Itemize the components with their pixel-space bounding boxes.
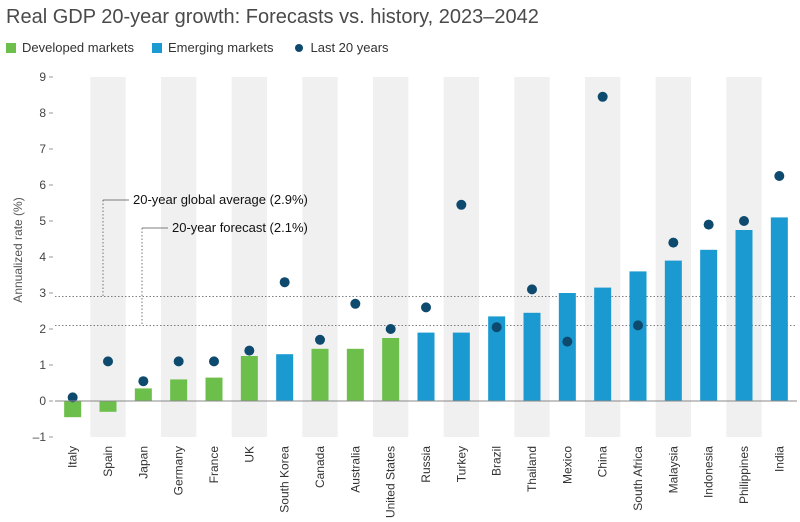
x-tick-label: UK — [242, 446, 256, 463]
dot-australia — [350, 298, 361, 309]
y-tick-label: 8 — [39, 106, 46, 120]
x-tick-label: Italy — [66, 446, 80, 468]
y-axis: –1 0 1 2 3 4 5 6 7 8 9 — [33, 70, 797, 444]
y-tick-label: 6 — [39, 178, 46, 192]
dot-germany — [173, 356, 184, 367]
bar-turkey — [452, 332, 470, 401]
y-tick-label: 9 — [39, 70, 46, 84]
y-tick-label: 7 — [39, 142, 46, 156]
legend-swatch-emerging — [152, 42, 162, 53]
y-axis-label: Annualized rate (%) — [11, 197, 25, 302]
x-tick-label: Indonesia — [702, 446, 716, 498]
dot-south-africa — [633, 320, 643, 331]
reference-lines: 20-year global average (2.9%) 20-year for… — [55, 192, 797, 326]
forecast-bars — [64, 217, 788, 418]
legend-label-history: Last 20 years — [310, 40, 389, 55]
bar-spain — [99, 401, 117, 412]
dot-mexico — [562, 336, 573, 347]
dot-south-korea — [279, 277, 290, 288]
x-tick-label: Malaysia — [666, 446, 680, 494]
bar-south-korea — [276, 354, 294, 401]
legend-item-emerging: Emerging markets — [152, 40, 273, 55]
x-tick-label: Germany — [172, 446, 186, 495]
callout-label-global-average: 20-year global average (2.9%) — [133, 192, 308, 207]
bar-japan — [134, 388, 152, 401]
category-band — [90, 77, 126, 437]
x-axis: Italy Spain Japan Germany France UK South Kore… — [66, 446, 787, 518]
x-tick-label: Australia — [348, 446, 362, 493]
x-tick-label: China — [596, 446, 610, 478]
x-tick-label: Japan — [136, 446, 150, 479]
x-tick-label: Spain — [101, 446, 115, 477]
x-tick-label: South Africa — [631, 446, 645, 511]
dot-malaysia — [668, 237, 679, 248]
bar-brazil — [488, 316, 506, 401]
bar-india — [770, 217, 788, 401]
x-tick-label: Philippines — [737, 446, 751, 504]
bar-france — [205, 377, 223, 401]
y-tick-label: 4 — [39, 250, 46, 264]
dot-thailand — [527, 284, 537, 295]
bar-russia — [417, 332, 435, 401]
legend-item-developed: Developed markets — [6, 40, 134, 55]
x-tick-label: Russia — [419, 446, 433, 483]
dot-spain — [103, 356, 113, 367]
y-tick-label: 2 — [39, 322, 46, 336]
y-tick-label: 5 — [39, 214, 46, 228]
x-tick-label: India — [772, 446, 786, 472]
x-tick-label: United States — [384, 446, 398, 518]
dot-italy — [67, 392, 78, 403]
dot-india — [774, 171, 785, 181]
history-dots — [67, 91, 785, 403]
dot-france — [209, 356, 219, 367]
y-tick-label: –1 — [33, 430, 47, 444]
x-tick-label: France — [207, 446, 221, 484]
dot-philippines — [739, 216, 749, 226]
dot-russia — [421, 302, 431, 313]
legend-dot-history — [295, 43, 304, 52]
bar-malaysia — [664, 260, 682, 401]
y-tick-label: 1 — [39, 358, 46, 372]
x-tick-label: Thailand — [525, 446, 539, 492]
category-band — [161, 77, 197, 437]
bar-philippines — [735, 230, 753, 401]
dot-brazil — [491, 322, 502, 333]
chart-title: Real GDP 20-year growth: Forecasts vs. h… — [6, 6, 539, 28]
callout-label-forecast-average: 20-year forecast (2.1%) — [172, 220, 308, 235]
y-tick-label: 3 — [39, 286, 46, 300]
dot-japan — [138, 376, 149, 387]
legend-label-developed: Developed markets — [22, 40, 134, 55]
bar-south-africa — [629, 271, 647, 401]
x-tick-label: Turkey — [454, 446, 468, 482]
x-tick-label: Canada — [313, 446, 327, 488]
bar-australia — [346, 348, 364, 401]
dot-canada — [315, 334, 325, 345]
bar-thailand — [523, 312, 541, 401]
bar-uk — [240, 356, 258, 401]
bar-mexico — [558, 293, 576, 401]
dot-uk — [244, 345, 255, 356]
legend-swatch-developed — [6, 42, 16, 53]
dot-united-states — [385, 324, 396, 334]
x-tick-label: South Korea — [278, 446, 292, 513]
dot-turkey — [456, 199, 467, 210]
legend-label-emerging: Emerging markets — [168, 40, 274, 55]
bar-china — [594, 287, 612, 401]
legend-item-history: Last 20 years — [291, 40, 389, 55]
legend: Developed markets Emerging markets Last … — [6, 40, 407, 55]
bar-indonesia — [700, 249, 718, 401]
x-tick-label: Mexico — [560, 446, 574, 484]
dot-china — [597, 91, 608, 102]
y-tick-label: 0 — [39, 394, 46, 408]
bar-italy — [64, 401, 82, 418]
bar-united-states — [382, 338, 400, 401]
x-tick-label: Brazil — [490, 446, 504, 476]
bar-canada — [311, 348, 329, 401]
dot-indonesia — [703, 219, 714, 230]
bar-germany — [170, 379, 188, 401]
